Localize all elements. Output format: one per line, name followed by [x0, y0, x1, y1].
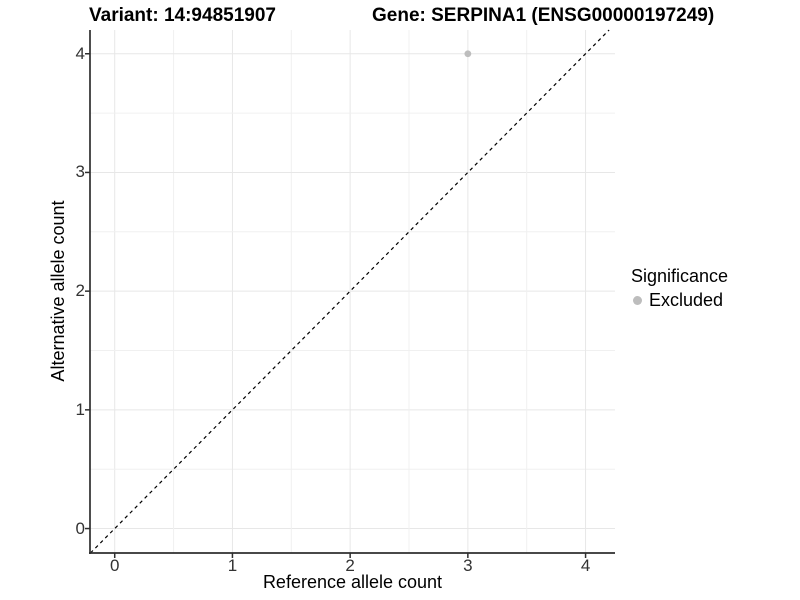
y-axis-title: Alternative allele count: [48, 200, 68, 382]
x-tick-label: 2: [345, 556, 355, 575]
y-tick-label: 3: [75, 162, 85, 182]
legend-title: Significance: [631, 266, 729, 286]
y-tick-label: 0: [75, 518, 85, 538]
y-tick-label: 4: [75, 43, 85, 63]
legend-point-icon: [633, 296, 642, 305]
x-axis-title: Reference allele count: [262, 572, 443, 592]
x-tick-label: 1: [227, 556, 238, 575]
y-tick-label: 1: [75, 399, 85, 419]
x-tick-label: 4: [580, 556, 591, 575]
plot-title-gene: Gene: SERPINA1 (ENSG00000197249): [372, 5, 715, 26]
legend-item-label: Excluded: [649, 290, 724, 310]
x-tick-label: 3: [463, 556, 473, 575]
data-point: [464, 50, 472, 58]
legend: Significance Excluded: [631, 266, 728, 311]
x-tick-label: 0: [109, 556, 120, 575]
legend-item-excluded: Excluded: [631, 290, 728, 311]
plot-title-variant: Variant: 14:94851907: [89, 5, 276, 26]
y-tick-label: 2: [75, 281, 85, 301]
